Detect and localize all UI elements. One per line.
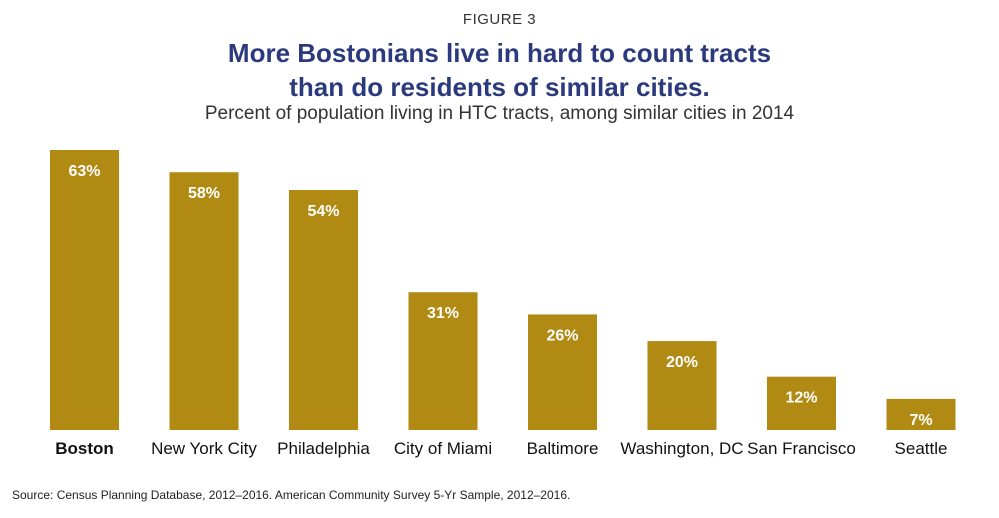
bar-new-york-city <box>169 172 239 430</box>
chart-subtitle: Percent of population living in HTC trac… <box>204 103 795 124</box>
value-label-san-francisco: 12% <box>785 390 817 407</box>
category-label-city-of-miami: City of Miami <box>394 439 492 458</box>
value-label-boston: 63% <box>68 163 100 180</box>
chart-title-line1: More Bostonians live in hard to count tr… <box>227 38 772 68</box>
category-label-washington-dc: Washington, DC <box>620 439 743 458</box>
category-label-new-york-city: New York City <box>151 439 257 458</box>
bar-seattle <box>886 398 956 430</box>
value-label-philadelphia: 54% <box>307 203 339 220</box>
chart-title: More Bostonians live in hard to count tr… <box>0 36 999 104</box>
bar-washington-dc <box>647 341 717 430</box>
value-label-baltimore: 26% <box>546 327 578 344</box>
category-label-boston: Boston <box>55 439 114 458</box>
category-label-philadelphia: Philadelphia <box>277 439 370 458</box>
value-label-seattle: 7% <box>909 412 932 429</box>
value-label-city-of-miami: 31% <box>427 305 459 322</box>
bar-city-of-miami <box>408 292 478 430</box>
chart-title-line2: than do residents of similar cities. <box>289 72 710 102</box>
category-label-baltimore: Baltimore <box>527 439 599 458</box>
figure-label: FIGURE 3 <box>462 11 537 28</box>
bar-boston <box>50 150 119 430</box>
category-label-san-francisco: San Francisco <box>747 439 856 458</box>
value-label-new-york-city: 58% <box>188 185 220 202</box>
category-label-seattle: Seattle <box>895 439 948 458</box>
value-label-washington-dc: 20% <box>666 354 698 371</box>
bar-san-francisco <box>767 376 836 430</box>
bar-philadelphia <box>289 190 358 430</box>
bar-baltimore <box>528 314 597 430</box>
source-note: Source: Census Planning Database, 2012–2… <box>12 488 571 502</box>
